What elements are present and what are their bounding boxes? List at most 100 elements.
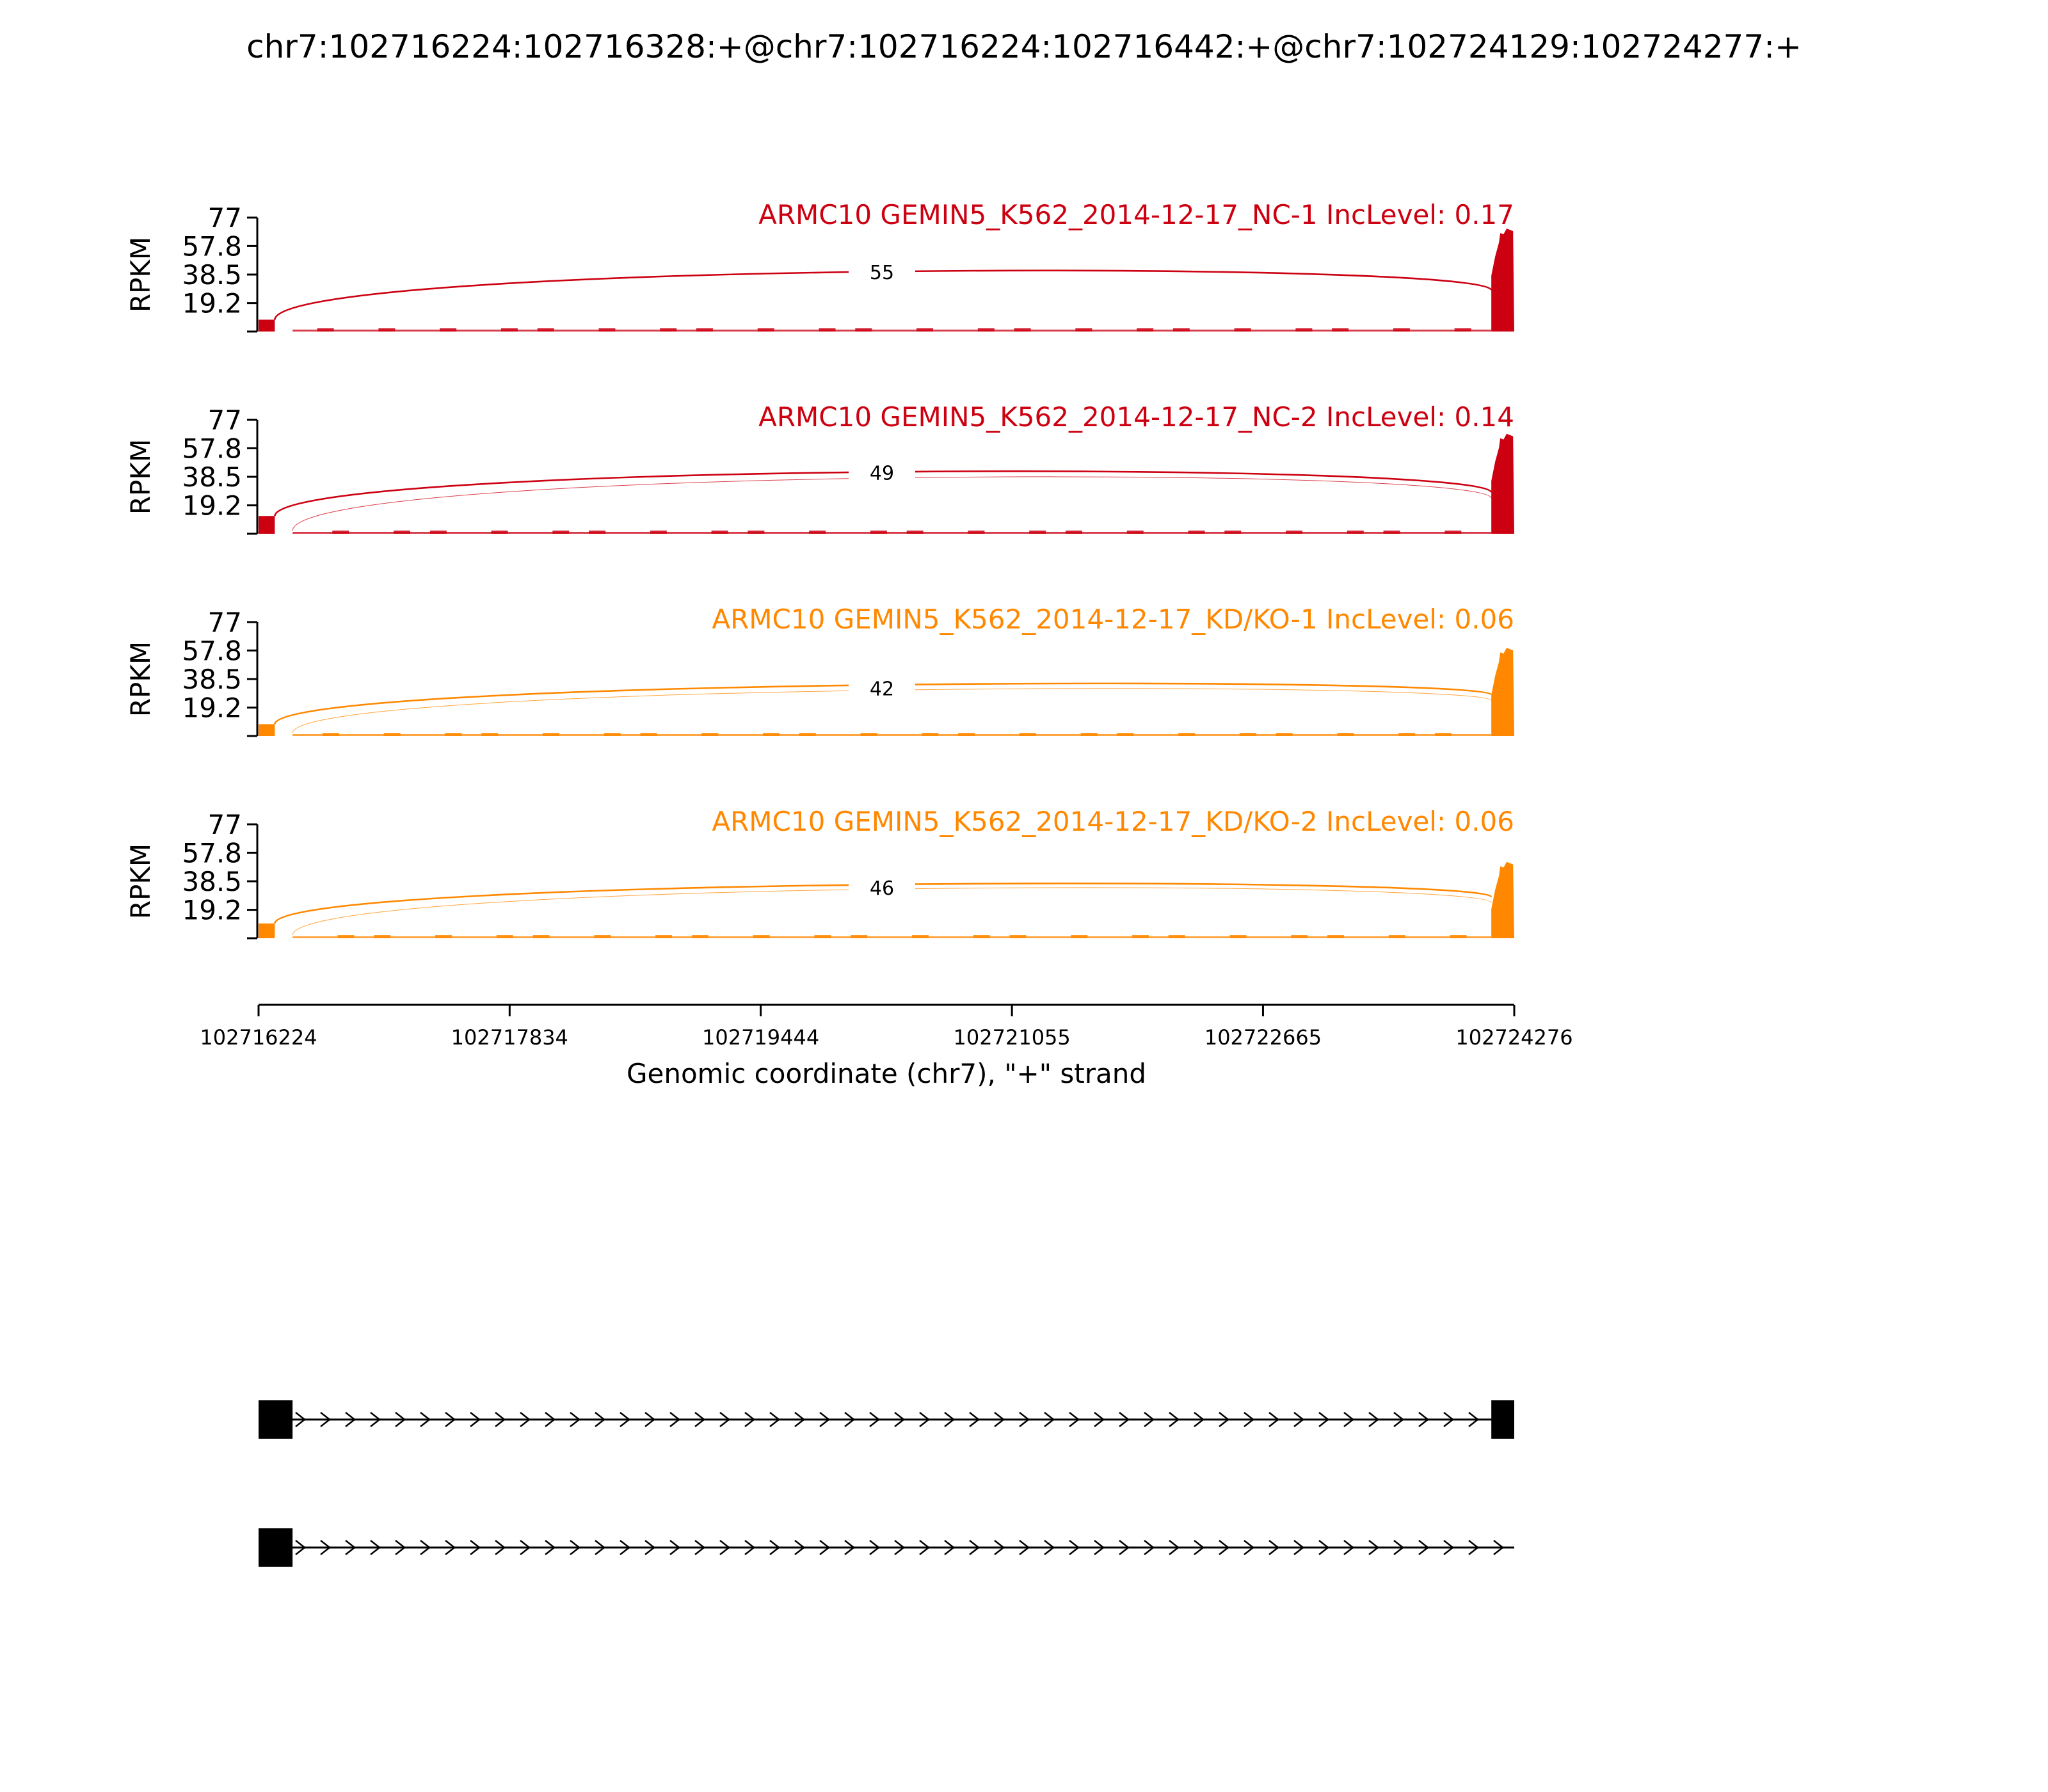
strand-arrow-icon <box>370 1412 381 1427</box>
junction-label: 49 <box>870 463 894 485</box>
intron-coverage-bump <box>1080 733 1098 736</box>
strand-arrow-icon <box>545 1412 556 1427</box>
exon1-coverage <box>259 516 275 534</box>
sample-label: ARMC10 GEMIN5_K562_2014-12-17_KD/KO-2 In… <box>712 806 1514 837</box>
intron-coverage-bump <box>552 531 570 534</box>
strand-arrow-icon <box>919 1540 931 1555</box>
coverage-panel-2: 19.238.557.877 RPKM 49 ARMC10 GEMIN5_K562_2… <box>125 401 1514 535</box>
y-tick-label: 57.8 <box>182 635 242 666</box>
intron-coverage-bump <box>1434 733 1452 736</box>
junction-label: 42 <box>870 678 894 700</box>
strand-arrow-icon <box>1468 1412 1480 1427</box>
intron-coverage-bump <box>851 935 868 938</box>
intron-coverage-bump <box>922 733 939 736</box>
y-tick-label: 77 <box>208 202 242 234</box>
strand-arrow-icon <box>944 1540 956 1555</box>
y-tick-label: 19.2 <box>182 692 242 724</box>
strand-arrow-icon <box>744 1540 756 1555</box>
intron-coverage-bump <box>378 328 396 332</box>
y-axis-label: RPKM <box>125 844 156 919</box>
strand-arrow-icon <box>1169 1540 1180 1555</box>
y-tick-label: 77 <box>208 809 242 840</box>
intron-coverage-bump <box>332 531 349 534</box>
strand-arrow-icon <box>620 1540 631 1555</box>
intron-coverage-bump <box>532 935 550 938</box>
intron-coverage-bump <box>604 733 621 736</box>
x-tick-label: 102717834 <box>451 1025 568 1050</box>
junction-label: 46 <box>870 877 894 900</box>
strand-arrow-icon <box>395 1412 406 1427</box>
x-tick-label: 102724276 <box>1455 1025 1572 1050</box>
strand-arrow-icon <box>420 1540 431 1555</box>
strand-arrow-icon <box>1343 1412 1355 1427</box>
strand-arrow-icon <box>719 1412 731 1427</box>
junction-label: 55 <box>870 262 894 284</box>
intron-coverage-bump <box>958 733 975 736</box>
isoform-2 <box>259 1528 1514 1567</box>
strand-arrow-icon <box>295 1412 307 1427</box>
intron-coverage-bump <box>1224 531 1242 534</box>
strand-arrow-icon <box>1194 1540 1205 1555</box>
y-axis-label: RPKM <box>125 237 156 312</box>
y-tick-label: 38.5 <box>182 664 242 695</box>
y-tick-label: 19.2 <box>182 490 242 522</box>
strand-arrow-icon <box>1443 1540 1455 1555</box>
intron-coverage-bump <box>1172 328 1190 332</box>
junction-label-bg <box>849 460 915 486</box>
exon1-coverage <box>259 923 275 938</box>
y-tick-label: 19.2 <box>182 895 242 926</box>
strand-arrow-icon <box>869 1540 881 1555</box>
strand-arrow-icon <box>420 1412 431 1427</box>
strand-arrow-icon <box>694 1412 706 1427</box>
strand-arrow-icon <box>719 1540 731 1555</box>
strand-arrow-icon <box>894 1540 906 1555</box>
strand-arrow-icon <box>1169 1412 1180 1427</box>
intron-coverage-bump <box>1276 733 1293 736</box>
strand-arrow-icon <box>1368 1540 1380 1555</box>
x-tick-label: 102722665 <box>1204 1025 1322 1050</box>
intron-coverage-bump <box>753 935 770 938</box>
intron-coverage-bump <box>440 328 457 332</box>
intron-coverage-bump <box>650 531 667 534</box>
strand-arrow-icon <box>1119 1540 1130 1555</box>
intron-coverage-bump <box>819 328 836 332</box>
strand-arrow-icon <box>495 1540 506 1555</box>
strand-arrow-icon <box>1219 1412 1230 1427</box>
exon3-coverage <box>1491 648 1514 736</box>
intron-coverage-bump <box>911 935 929 938</box>
strand-arrow-icon <box>1293 1412 1305 1427</box>
exon3-coverage <box>1491 228 1514 332</box>
x-axis: 102716224 102717834 102719444 102721055 1027… <box>200 1004 1573 1089</box>
intron-coverage-bump <box>1337 733 1354 736</box>
strand-arrow-icon <box>669 1412 681 1427</box>
sample-label: ARMC10 GEMIN5_K562_2014-12-17_KD/KO-1 In… <box>712 604 1514 635</box>
strand-arrow-icon <box>445 1540 456 1555</box>
strand-arrow-icon <box>1368 1412 1380 1427</box>
intron-coverage-bump <box>445 733 462 736</box>
strand-arrow-icon <box>1244 1412 1255 1427</box>
exon1-coverage <box>259 724 275 736</box>
intron-coverage-bump <box>1132 935 1149 938</box>
intron-coverage-bump <box>1229 935 1247 938</box>
intron-coverage-bump <box>1168 935 1185 938</box>
intron-coverage-bump <box>701 733 719 736</box>
strand-arrow-icon <box>595 1412 606 1427</box>
intron-coverage-bump <box>1126 531 1144 534</box>
strand-arrow-icon <box>520 1412 531 1427</box>
strand-arrow-icon <box>1094 1540 1105 1555</box>
intron-coverage-bump <box>491 531 508 534</box>
intron-coverage-bump <box>870 531 887 534</box>
intron-coverage-bump <box>1234 328 1251 332</box>
intron-coverage-bump <box>1178 733 1196 736</box>
intron-coverage-bump <box>916 328 934 332</box>
strand-arrow-icon <box>620 1412 631 1427</box>
strand-arrow-icon <box>969 1540 980 1555</box>
strand-arrow-icon <box>495 1412 506 1427</box>
intron-coverage-bump <box>1188 531 1205 534</box>
intron-coverage-bump <box>968 531 985 534</box>
strand-arrow-icon <box>1219 1540 1230 1555</box>
strand-arrow-icon <box>595 1540 606 1555</box>
coverage-panel-1: 19.238.557.877 RPKM 55 ARMC10 GEMIN5_K562_2… <box>125 199 1514 333</box>
exon-block <box>1491 1400 1514 1439</box>
